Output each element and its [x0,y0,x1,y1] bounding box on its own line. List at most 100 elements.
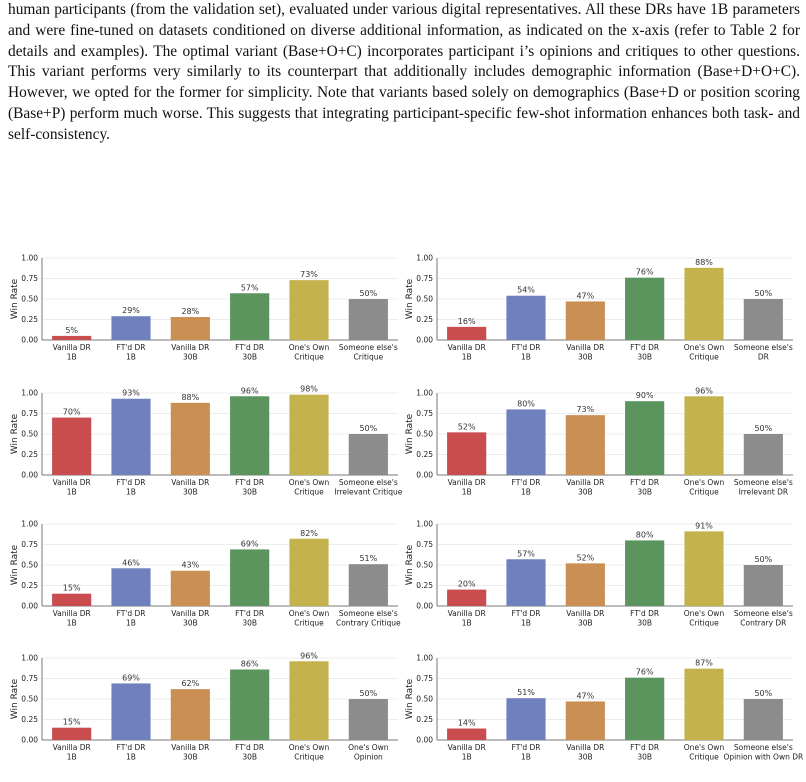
chart-svg-1: 0.00 0.25 0.50 0.75 1.00 Win Rate 5% Vanilla DR… [10,254,398,362]
bar [230,293,270,340]
y-axis-label: Win Rate [10,678,20,719]
x-tick-label: One's Own [289,609,330,618]
x-tick-label: 1B [67,353,77,362]
x-tick-label: Vanilla DR [566,343,604,352]
x-tick-label: 1B [67,619,77,628]
x-tick-label: FT'd DR [512,343,541,352]
x-tick-label: Critique [689,353,719,362]
y-tick-label: 1.00 [416,654,433,663]
x-tick-label: FT'd DR [235,609,264,618]
x-tick-label: Vanilla DR [53,743,91,752]
caption-text: human participants (from the validation … [8,1,800,143]
x-tick-label: Vanilla DR [171,743,209,752]
chart-panel-5: 0.00 0.25 0.50 0.75 1.00 Win Rate 15% Vanilla D… [8,518,403,648]
x-tick-label: FT'd DR [630,743,659,752]
bar [625,277,665,340]
y-tick-label: 0.00 [416,471,433,480]
y-tick-label: 0.75 [416,540,433,549]
bar [447,728,487,740]
x-tick-label: Vanilla DR [566,478,604,487]
x-tick-label: Someone else's [734,609,793,618]
y-tick-label: 0.25 [416,315,433,324]
x-tick-label: 30B [637,353,652,362]
x-tick-label: Someone else's [734,743,793,752]
chart-svg-2: 0.00 0.25 0.50 0.75 1.00 Win Rate 16% Vanilla D… [405,254,793,362]
x-tick-label: 30B [578,488,593,497]
bar-value-label: 47% [576,691,594,700]
y-tick-label: 0.25 [416,715,433,724]
bar [111,568,151,606]
x-tick-label: Critique [689,753,719,762]
y-tick-label: 0.75 [416,674,433,683]
x-tick-label: 30B [183,488,198,497]
x-tick-label: 1B [521,353,531,362]
x-tick-label: Vanilla DR [53,343,91,352]
bar-value-label: 52% [458,422,476,431]
bar-value-label: 88% [181,393,199,402]
x-tick-label: 30B [242,753,257,762]
y-tick-label: 0.00 [416,336,433,345]
y-axis-label: Win Rate [405,544,415,585]
chart-svg-6: 0.00 0.25 0.50 0.75 1.00 Win Rate 20% Vanilla D… [405,520,793,628]
x-tick-label: One's Own [289,343,330,352]
x-tick-label: Vanilla DR [448,609,486,618]
chart-panel-6: 0.00 0.25 0.50 0.75 1.00 Win Rate 20% Vanilla D… [403,518,798,648]
y-tick-label: 0.50 [416,695,433,704]
x-tick-label: FT'd DR [630,343,659,352]
x-tick-label: 30B [242,619,257,628]
bar-value-label: 54% [517,286,535,295]
bar [565,301,605,340]
y-axis-label: Win Rate [10,544,20,585]
bar [52,593,92,606]
figure-caption: human participants (from the validation … [8,0,800,146]
x-tick-label: Vanilla DR [448,343,486,352]
x-tick-label: Vanilla DR [171,609,209,618]
bar-value-label: 46% [122,558,140,567]
x-tick-label: Vanilla DR [566,743,604,752]
bar [111,683,151,740]
bar-value-label: 57% [517,549,535,558]
bar-value-label: 28% [181,307,199,316]
y-tick-label: 0.00 [21,736,38,745]
y-tick-label: 0.00 [21,471,38,480]
x-tick-label: 30B [578,353,593,362]
x-tick-label: Vanilla DR [448,478,486,487]
bar [743,699,783,740]
bar [111,398,151,475]
y-tick-label: 0.75 [21,540,38,549]
y-tick-label: 1.00 [416,254,433,263]
bar-value-label: 76% [636,268,654,277]
x-tick-label: FT'd DR [235,743,264,752]
x-tick-label: FT'd DR [117,343,146,352]
bar-value-label: 50% [359,289,377,298]
x-tick-label: 1B [462,353,472,362]
bar-value-label: 90% [636,391,654,400]
x-tick-label: Opinion [354,753,383,762]
chart-panel-8: 0.00 0.25 0.50 0.75 1.00 Win Rate 14% Vanilla D… [403,652,803,782]
bar-value-label: 98% [300,385,318,394]
x-tick-label: 30B [183,619,198,628]
bar-value-label: 51% [517,688,535,697]
x-tick-label: FT'd DR [630,478,659,487]
bar [289,280,329,340]
bar-value-label: 14% [458,719,476,728]
bar [111,316,151,340]
x-tick-label: Critique [294,353,324,362]
bar-value-label: 47% [576,291,594,300]
bar [348,564,388,606]
bar-value-label: 50% [754,424,772,433]
bar-value-label: 76% [636,668,654,677]
bar-value-label: 73% [576,405,594,414]
x-tick-label: 30B [637,619,652,628]
bar [743,299,783,340]
bar [506,295,546,340]
x-tick-label: 1B [67,488,77,497]
bar [52,727,92,740]
chart-svg-8: 0.00 0.25 0.50 0.75 1.00 Win Rate 14% Vanilla D… [405,654,803,762]
chart-svg-4: 0.00 0.25 0.50 0.75 1.00 Win Rate 52% Vanilla D… [405,386,793,497]
y-tick-label: 0.25 [21,715,38,724]
x-tick-label: Someone else's [339,609,398,618]
y-tick-label: 0.25 [416,581,433,590]
bar [52,417,92,475]
x-tick-label: Critique [294,488,324,497]
